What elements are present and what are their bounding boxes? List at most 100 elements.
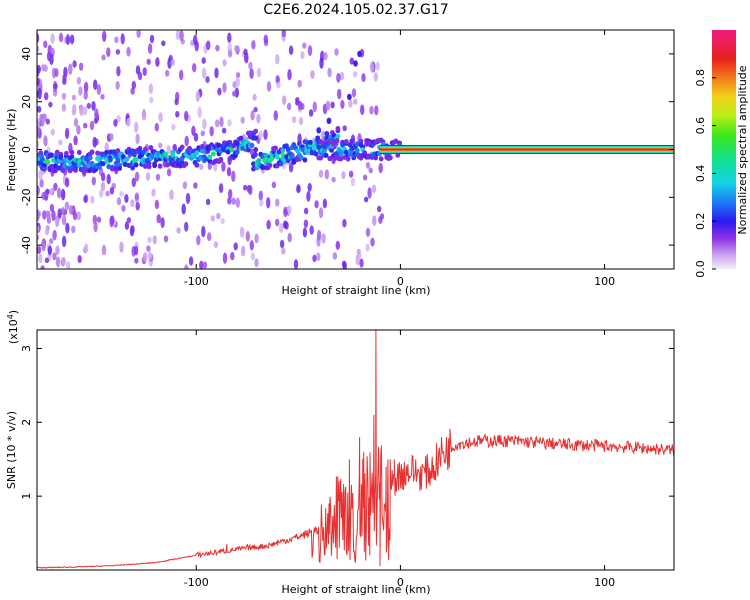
heatmap-cell	[332, 155, 338, 161]
heatmap-cell	[249, 68, 254, 79]
heatmap-cell	[308, 139, 313, 145]
heatmap-cell	[124, 156, 130, 162]
colorbar-gradient	[712, 30, 736, 269]
snr-x-label: Height of straight line (km)	[281, 583, 430, 596]
heatmap-cell	[46, 51, 52, 62]
heatmap-cell	[89, 149, 95, 155]
heatmap-cell	[249, 148, 255, 156]
heatmap-cell	[282, 220, 288, 229]
heatmap-cell	[393, 138, 399, 144]
heatmap-cell	[298, 154, 304, 161]
heatmap-cell	[37, 77, 40, 86]
x-tick-label: 100	[594, 275, 615, 288]
heatmap-cell	[45, 210, 50, 218]
heatmap-cell	[126, 162, 132, 168]
snr-line-series	[37, 330, 674, 569]
heatmap-cell	[179, 144, 185, 150]
heatmap-cell	[216, 142, 222, 148]
heatmap-cell	[195, 91, 200, 102]
heatmap-cell	[43, 40, 48, 49]
heatmap-cell	[115, 148, 121, 154]
heatmap-cell	[54, 149, 60, 155]
heatmap-cell	[263, 129, 268, 140]
heatmap-cell	[202, 118, 207, 130]
heatmap-cell	[146, 58, 151, 65]
x-tick-label: 0	[397, 576, 404, 589]
heatmap-cell	[334, 138, 340, 144]
heatmap-cell	[371, 184, 377, 194]
heatmap-cell	[279, 239, 285, 249]
heatmap-cell	[253, 106, 258, 113]
heatmap-cell	[280, 152, 286, 158]
heatmap-cell	[281, 30, 286, 38]
heatmap-cell	[131, 80, 136, 90]
heatmap-cell	[130, 199, 135, 208]
heatmap-cell	[296, 184, 301, 194]
heatmap-cell	[353, 98, 358, 105]
heatmap-cell	[254, 233, 259, 244]
heatmap-cell	[193, 182, 198, 189]
heatmap-cell	[220, 218, 225, 224]
heatmap-cell	[295, 148, 300, 154]
heatmap-cell	[273, 145, 278, 151]
heatmap-cell	[86, 163, 91, 169]
heatmap-cell	[196, 235, 201, 246]
spectrogram-x-ticks: -100 0 100	[184, 30, 615, 288]
spectrogram-panel: -100 0 100 -40 -20 0 20 40 Height of straight …	[5, 29, 675, 297]
heatmap-cell	[40, 120, 45, 126]
heatmap-cell	[39, 113, 44, 121]
heatmap-cell	[248, 61, 253, 70]
colorbar-ticks: 0.0 0.2 0.4 0.6 0.8	[694, 69, 716, 278]
heatmap-cell	[215, 119, 220, 128]
heatmap-cell	[166, 145, 171, 155]
heatmap-cell	[37, 45, 40, 53]
heatmap-cell	[124, 221, 130, 230]
spectrogram-heatmap	[37, 30, 674, 269]
heatmap-cell	[227, 197, 232, 205]
heatmap-cell	[316, 252, 321, 262]
heatmap-cell	[251, 40, 256, 50]
heatmap-cell	[51, 157, 56, 163]
heatmap-cell	[205, 76, 210, 84]
heatmap-cell	[256, 113, 261, 124]
heatmap-cell	[254, 258, 259, 268]
heatmap-cell	[148, 145, 154, 151]
heatmap-cell	[281, 247, 286, 255]
heatmap-cell	[349, 138, 355, 144]
heatmap-cell	[64, 201, 70, 211]
heatmap-cell	[233, 242, 238, 251]
heatmap-cell	[84, 243, 89, 253]
heatmap-cell	[369, 61, 375, 73]
heatmap-cell	[306, 190, 311, 202]
heatmap-cell	[91, 176, 97, 186]
heatmap-cell	[87, 155, 93, 161]
heatmap-cell	[353, 60, 358, 67]
heatmap-cell	[39, 178, 44, 188]
heatmap-cell	[372, 215, 377, 227]
heatmap-cell	[184, 110, 189, 122]
heatmap-cell	[252, 93, 257, 101]
heatmap-cell	[323, 52, 328, 61]
heatmap-cell	[200, 130, 205, 137]
heatmap-cell	[349, 57, 354, 65]
heatmap-cell	[176, 227, 181, 234]
heatmap-cell	[161, 40, 166, 47]
heatmap-cell	[310, 70, 315, 80]
heatmap-cell	[155, 173, 161, 181]
heatmap-cell	[232, 90, 237, 97]
heatmap-cell	[37, 126, 40, 134]
heatmap-cell	[278, 161, 284, 167]
heatmap-cell	[250, 252, 255, 261]
heatmap-cell	[295, 99, 300, 106]
heatmap-cell	[336, 72, 341, 83]
heatmap-cell	[218, 183, 224, 194]
heatmap-cell	[133, 162, 139, 168]
colorbar-label: Normalized spectral amplitude	[736, 65, 749, 234]
heatmap-cell	[131, 177, 136, 188]
heatmap-cell	[335, 126, 341, 132]
heatmap-cell	[324, 131, 330, 137]
heatmap-cell	[184, 264, 189, 269]
heatmap-cell	[37, 234, 40, 241]
heatmap-cell	[54, 68, 59, 78]
heatmap-cell	[266, 81, 272, 92]
